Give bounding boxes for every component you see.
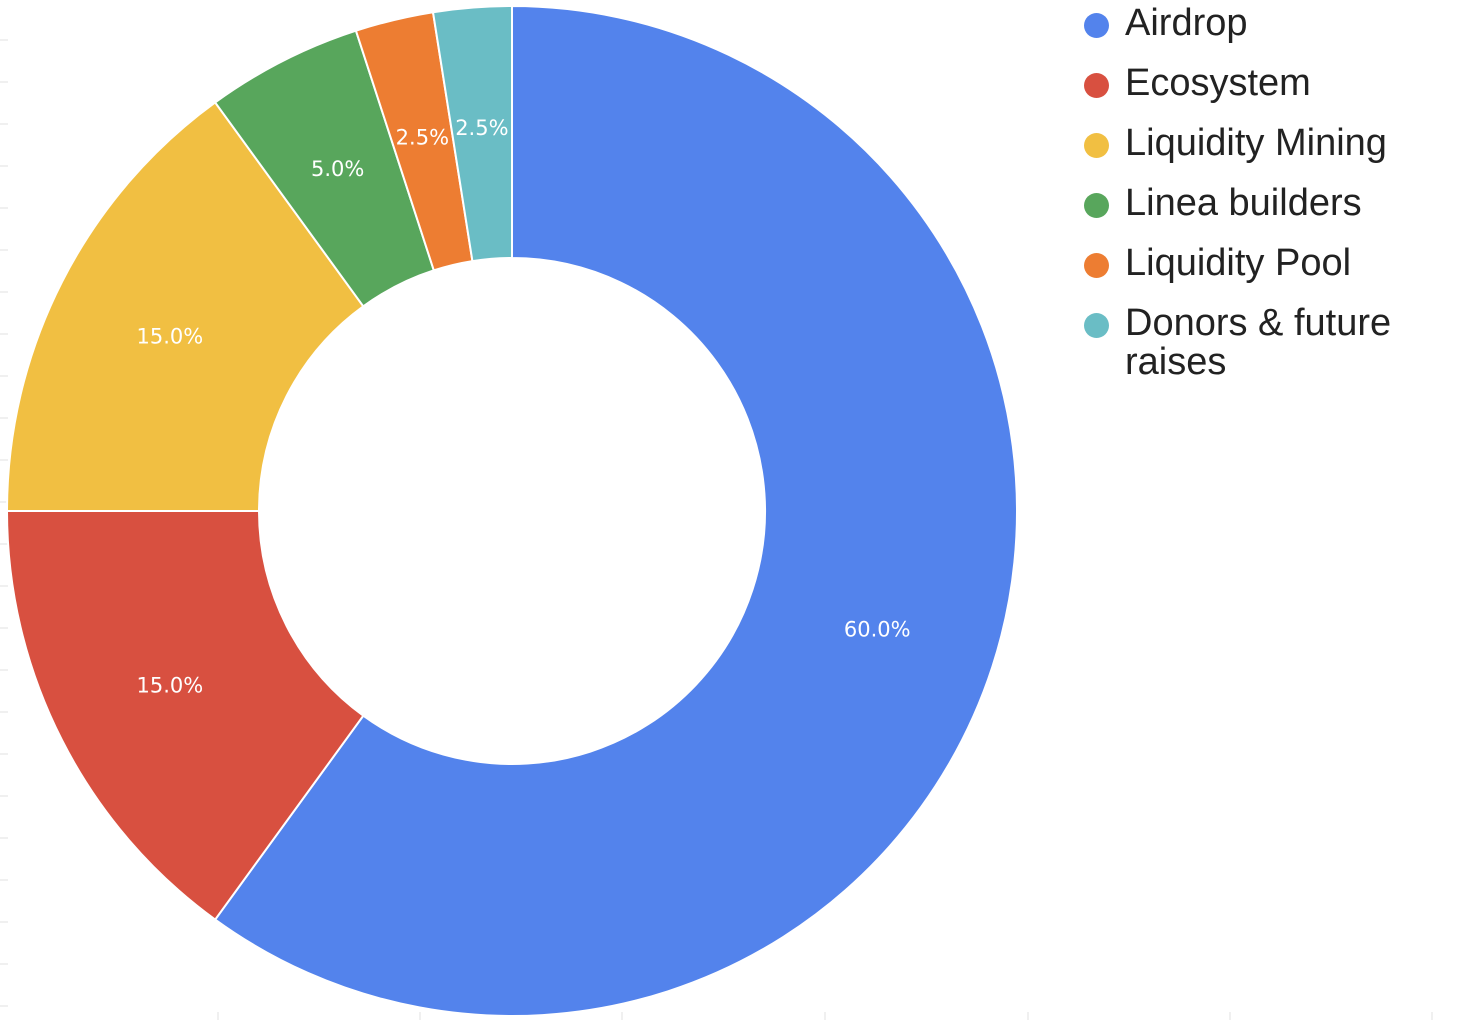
slice-value-label: 15.0% xyxy=(136,325,203,349)
legend-swatch xyxy=(1084,133,1109,158)
slice-value-label: 5.0% xyxy=(311,157,364,181)
legend-item-ecosystem[interactable]: Ecosystem xyxy=(1084,64,1454,103)
legend-swatch xyxy=(1084,253,1109,278)
legend-label: Ecosystem xyxy=(1125,62,1311,104)
slice-value-label: 2.5% xyxy=(455,116,508,140)
chart-legend: Airdrop Ecosystem Liquidity Mining Linea… xyxy=(1084,4,1454,403)
donut-slices xyxy=(5,4,1018,1017)
legend-item-airdrop[interactable]: Airdrop xyxy=(1084,4,1454,43)
legend-label: Linea builders xyxy=(1125,182,1362,224)
slice-value-label: 2.5% xyxy=(396,126,449,150)
donut-slice-ecosystem[interactable] xyxy=(5,510,365,921)
donut-slice-donors-future-raises[interactable] xyxy=(431,4,513,263)
legend-swatch xyxy=(1084,73,1109,98)
legend-item-liquidity-pool[interactable]: Liquidity Pool xyxy=(1084,244,1454,283)
donut-slice-airdrop[interactable] xyxy=(213,4,1018,1017)
slice-value-label: 60.0% xyxy=(844,618,911,642)
legend-item-donors-future-raises[interactable]: Donors & future raises xyxy=(1084,304,1454,382)
legend-label: Airdrop xyxy=(1125,2,1248,44)
legend-item-liquidity-mining[interactable]: Liquidity Mining xyxy=(1084,124,1454,163)
donut-slice-labels: 60.0% 15.0% 15.0% 5.0% 2.5% 2.5% xyxy=(136,116,910,697)
donut-slice-liquidity-mining[interactable] xyxy=(5,101,365,512)
legend-label: Liquidity Pool xyxy=(1125,242,1352,284)
slice-value-label: 15.0% xyxy=(136,673,203,697)
legend-item-linea-builders[interactable]: Linea builders xyxy=(1084,184,1454,223)
legend-swatch xyxy=(1084,13,1109,38)
legend-swatch xyxy=(1084,313,1109,338)
legend-label: Liquidity Mining xyxy=(1125,122,1387,164)
legend-label: Donors & future raises xyxy=(1125,302,1392,383)
background-grid-ticks xyxy=(0,39,1433,1020)
legend-swatch xyxy=(1084,193,1109,218)
